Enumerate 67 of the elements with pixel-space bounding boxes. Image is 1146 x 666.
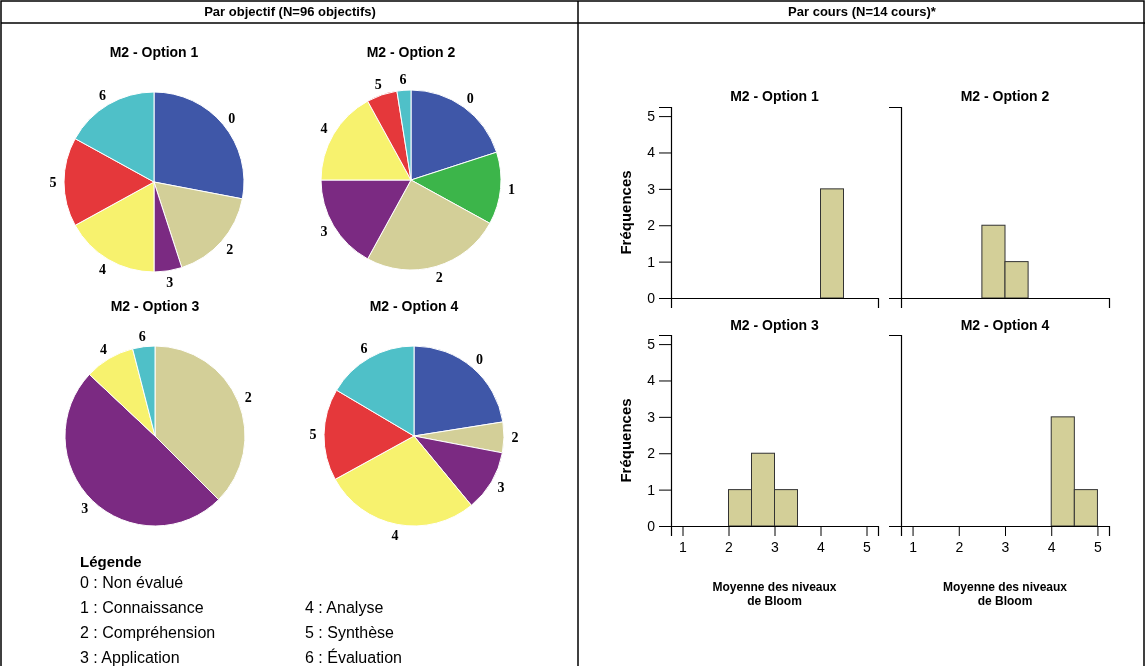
chart-title: M2 - Option 3 <box>730 317 820 333</box>
x-tick-label: 5 <box>1094 538 1103 555</box>
y-tick-label: 3 <box>647 180 656 197</box>
x-tick-label: 3 <box>1001 538 1010 555</box>
text: Par cours (N=14 cours)* <box>788 4 937 19</box>
slice-label: 3 <box>497 480 505 496</box>
slice-label: 2 <box>435 269 443 285</box>
chart-title: M2 - Option 4 <box>960 317 1050 333</box>
y-tick-label: 4 <box>647 144 656 161</box>
y-tick-label: 2 <box>647 445 656 462</box>
slice-label: 5 <box>49 174 57 190</box>
text: 4 : Analyse <box>305 599 384 616</box>
x-tick-label: 4 <box>1047 538 1056 555</box>
y-tick-label: 1 <box>647 253 656 270</box>
text: Par objectif (N=96 objectifs) <box>204 4 376 19</box>
slice-label: 4 <box>391 528 399 544</box>
text: Légende <box>80 553 142 570</box>
slice-label: 4 <box>99 261 107 277</box>
slice-label: 5 <box>309 427 317 443</box>
chart-title: M2 - Option 2 <box>366 44 456 60</box>
text: 1 : Connaissance <box>80 599 204 616</box>
slice-label: 6 <box>99 87 107 103</box>
text: 3 : Application <box>80 649 180 666</box>
y-axis-title: Fréquences <box>617 170 634 255</box>
x-tick-label: 5 <box>863 538 872 555</box>
x-tick-label: 4 <box>817 538 826 555</box>
slice-label: 3 <box>81 501 89 517</box>
chart-title: M2 - Option 2 <box>960 88 1050 104</box>
chart-title: M2 - Option 1 <box>109 44 199 60</box>
y-tick-label: 0 <box>647 517 656 534</box>
slice-label: 4 <box>320 121 328 137</box>
y-tick-label: 3 <box>647 408 656 425</box>
y-axis-title: Fréquences <box>617 398 634 483</box>
y-tick-label: 4 <box>647 372 656 389</box>
x-axis-title: Moyenne des niveaux de Bloom <box>942 580 1068 609</box>
y-tick-label: 2 <box>647 217 656 234</box>
slice-label: 6 <box>360 341 368 357</box>
slice-label: 3 <box>166 274 174 290</box>
x-axis-title: Moyenne des niveaux de Bloom <box>712 580 837 609</box>
text: 0 : Non évalué <box>80 574 184 591</box>
y-tick-label: 5 <box>647 336 656 353</box>
text: 2 : Compréhension <box>80 624 216 641</box>
slice-label: 6 <box>399 72 407 88</box>
slice-label: 0 <box>466 91 474 107</box>
slice-label: 5 <box>374 77 382 93</box>
slice-label: 0 <box>476 352 484 368</box>
slice-label: 3 <box>320 224 328 240</box>
x-tick-label: 1 <box>909 538 918 555</box>
x-tick-label: 2 <box>955 538 964 555</box>
chart-title: M2 - Option 4 <box>369 298 459 314</box>
slice-label: 2 <box>244 390 252 406</box>
text: 5 : Synthèse <box>305 624 395 641</box>
chart-title: M2 - Option 3 <box>110 298 200 314</box>
slice-label: 4 <box>100 341 108 357</box>
slice-label: 2 <box>226 241 234 257</box>
y-tick-label: 5 <box>647 108 656 125</box>
y-tick-label: 1 <box>647 481 656 498</box>
chart-title: M2 - Option 1 <box>730 88 820 104</box>
slice-label: 0 <box>228 110 236 126</box>
slice-label: 2 <box>511 430 519 446</box>
slice-label: 6 <box>138 328 146 344</box>
x-tick-label: 1 <box>679 538 688 555</box>
y-tick-label: 0 <box>647 289 656 306</box>
text: 6 : Évaluation <box>305 648 402 666</box>
slice-label: 1 <box>508 182 516 198</box>
x-tick-label: 2 <box>725 538 734 555</box>
x-tick-label: 3 <box>771 538 780 555</box>
